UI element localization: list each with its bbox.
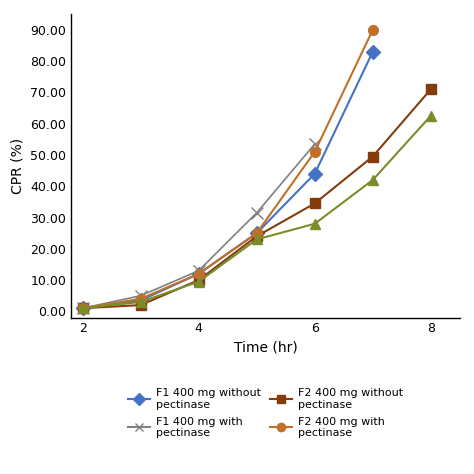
F1 400 mg with
pectinase [138,293,144,299]
F1 400 mg with
pectinase [80,305,85,311]
F1 400 mg without
pectinase [312,171,318,176]
Line: F1 400 mg with
pectinase: F1 400 mg with pectinase [77,138,320,314]
F3 400 mg without
pectinase [138,299,144,305]
F3 400 mg without
pectinase [196,279,201,284]
Line: F1 400 mg without
pectinase: F1 400 mg without pectinase [78,47,378,313]
F2 400 mg without
pectinase [370,154,375,159]
F2 400 mg with
pectinase [312,149,318,155]
F1 400 mg with
pectinase [254,210,260,216]
F1 400 mg with
pectinase [196,268,201,273]
F1 400 mg without
pectinase [196,271,201,277]
F1 400 mg without
pectinase [254,230,260,236]
F1 400 mg without
pectinase [138,298,144,303]
F3 400 mg without
pectinase [428,113,434,118]
F2 400 mg without
pectinase [428,86,434,92]
F2 400 mg without
pectinase [196,277,201,283]
F2 400 mg with
pectinase [138,296,144,301]
F2 400 mg without
pectinase [80,305,85,311]
F1 400 mg with
pectinase [312,141,318,147]
Legend: F1 400 mg without
pectinase, F1 400 mg with
pectinase, F2 400 mg without
pectina: F1 400 mg without pectinase, F1 400 mg w… [124,384,407,443]
F1 400 mg without
pectinase [370,49,375,55]
X-axis label: Time (hr): Time (hr) [234,341,297,355]
F3 400 mg without
pectinase [370,177,375,183]
F2 400 mg with
pectinase [80,305,85,311]
F3 400 mg without
pectinase [80,305,85,311]
F2 400 mg without
pectinase [254,233,260,239]
F3 400 mg without
pectinase [254,237,260,242]
F2 400 mg with
pectinase [370,27,375,33]
F2 400 mg without
pectinase [138,302,144,308]
Line: F3 400 mg without
pectinase: F3 400 mg without pectinase [78,111,436,313]
F2 400 mg with
pectinase [254,230,260,236]
Line: F2 400 mg without
pectinase: F2 400 mg without pectinase [78,84,436,313]
F2 400 mg with
pectinase [196,271,201,277]
Line: F2 400 mg with
pectinase: F2 400 mg with pectinase [78,25,378,313]
F2 400 mg without
pectinase [312,201,318,206]
F3 400 mg without
pectinase [312,221,318,227]
F1 400 mg without
pectinase [80,305,85,311]
Y-axis label: CPR (%): CPR (%) [11,138,25,194]
